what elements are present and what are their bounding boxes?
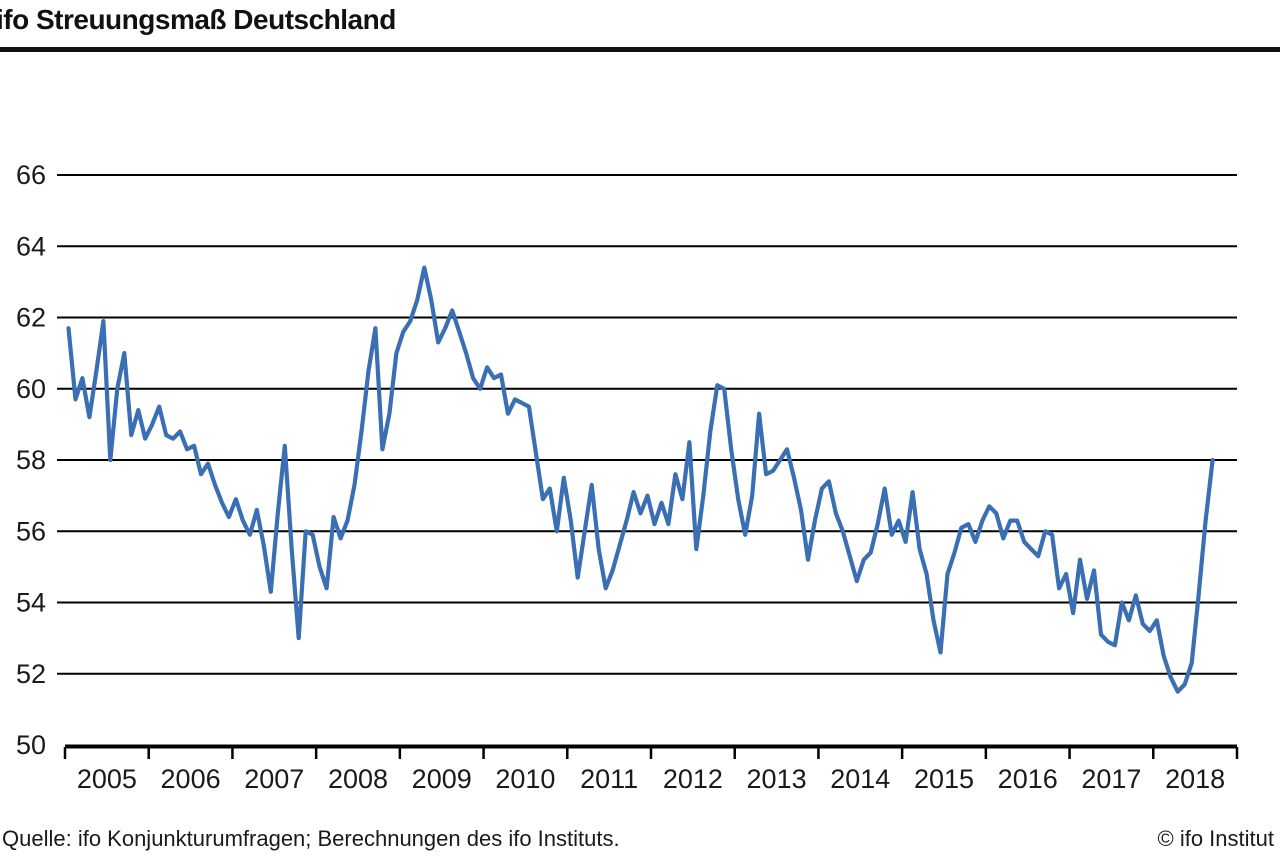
- x-axis-label-2009: 2009: [412, 764, 472, 794]
- title-rule: [0, 47, 1280, 52]
- x-axis-label-2016: 2016: [998, 764, 1058, 794]
- x-axis-label-2010: 2010: [495, 764, 555, 794]
- x-axis-label-2017: 2017: [1081, 764, 1141, 794]
- copyright-note: © ifo Institut: [1157, 826, 1274, 851]
- y-axis-label-60: 60: [16, 374, 46, 404]
- chart-area: 50 52 54 56 58 60 62 64 66 2005 2006 2007 2008 2009 20…: [0, 52, 1280, 812]
- x-axis-label-2011: 2011: [580, 764, 638, 794]
- y-axis-label-66: 66: [16, 160, 46, 190]
- chart-title: ifo Streuungsmaß Deutschland: [0, 4, 396, 35]
- x-axis-label-2007: 2007: [244, 764, 304, 794]
- footer: Quelle: ifo Konjunkturumfragen; Berechnu…: [0, 822, 1280, 856]
- x-axis-label-2005: 2005: [77, 764, 137, 794]
- y-axis-label-58: 58: [16, 445, 46, 475]
- x-axis-label-2014: 2014: [830, 764, 890, 794]
- y-axis-label-62: 62: [16, 303, 46, 333]
- y-axis-label-52: 52: [16, 659, 46, 689]
- x-axis-label-2012: 2012: [663, 764, 723, 794]
- x-axis-label-2018: 2018: [1165, 764, 1225, 794]
- x-axis-label-2006: 2006: [161, 764, 221, 794]
- y-axis-label-50: 50: [16, 730, 46, 760]
- source-note: Quelle: ifo Konjunkturumfragen; Berechnu…: [2, 826, 620, 851]
- y-axis-label-64: 64: [16, 231, 46, 261]
- x-axis-label-2008: 2008: [328, 764, 388, 794]
- data-line-streuungsmass: [66, 265, 1215, 694]
- line-chart: 50 52 54 56 58 60 62 64 66 2005 2006 2007 2008 2009 20…: [16, 160, 1239, 794]
- y-axis-label-56: 56: [16, 516, 46, 546]
- x-axis-label-2015: 2015: [914, 764, 974, 794]
- y-axis-label-54: 54: [16, 588, 46, 618]
- x-axis-label-2013: 2013: [747, 764, 807, 794]
